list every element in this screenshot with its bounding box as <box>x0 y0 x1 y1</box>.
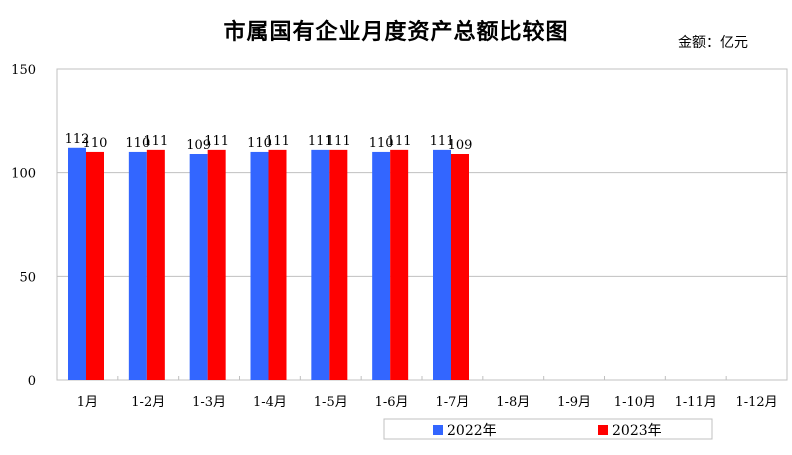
bar-2022 <box>128 151 147 380</box>
bar-2022 <box>68 147 86 380</box>
bar-2022 <box>189 154 208 380</box>
data-label: 110 <box>369 136 394 151</box>
bar-2022 <box>372 151 391 380</box>
data-label: 110 <box>247 136 272 151</box>
data-label: 111 <box>265 134 290 149</box>
data-label: 109 <box>186 138 211 153</box>
data-label: 111 <box>143 134 168 149</box>
x-tick-label: 1-10月 <box>614 395 656 410</box>
data-label: 110 <box>125 136 150 151</box>
x-tick-label: 1-8月 <box>496 395 530 410</box>
bar-2022 <box>311 149 330 380</box>
legend-swatch <box>598 425 608 435</box>
x-tick-label: 1-5月 <box>314 395 348 410</box>
bar-2023 <box>451 154 469 380</box>
y-tick-label: 150 <box>11 63 36 78</box>
bar-2023 <box>390 149 409 380</box>
x-tick-label: 1-2月 <box>131 395 165 410</box>
data-label: 111 <box>308 134 333 149</box>
bar-2023 <box>268 149 287 380</box>
bar-2023 <box>329 149 348 380</box>
data-label: 111 <box>387 134 412 149</box>
bar-2022 <box>433 149 451 380</box>
data-label: 109 <box>448 138 473 153</box>
y-tick-label: 0 <box>28 374 36 389</box>
data-label: 111 <box>430 134 455 149</box>
y-tick-label: 100 <box>11 167 36 182</box>
legend-label: 2022年 <box>447 423 497 439</box>
plot-area <box>56 68 788 381</box>
x-tick-label: 1-7月 <box>435 395 469 410</box>
legend-box <box>383 418 713 440</box>
x-tick-label: 1-4月 <box>253 395 287 410</box>
bar-2023 <box>146 149 165 380</box>
y-tick-label: 50 <box>19 270 36 285</box>
bar-2023 <box>207 149 226 380</box>
unit-label: 金额：亿元 <box>678 35 748 51</box>
data-label: 112 <box>65 132 90 147</box>
x-tick-label: 1-11月 <box>675 395 717 410</box>
bar-2023 <box>86 151 104 380</box>
x-tick-label: 1-6月 <box>375 395 409 410</box>
bar-2022 <box>250 151 269 380</box>
legend-label: 2023年 <box>612 423 662 439</box>
chart-title: 市属国有企业月度资产总额比较图 <box>223 20 569 45</box>
legend-swatch <box>433 425 443 435</box>
x-tick-label: 1-12月 <box>735 395 777 410</box>
data-label: 111 <box>204 134 229 149</box>
x-tick-label: 1-3月 <box>192 395 226 410</box>
data-label: 110 <box>83 136 108 151</box>
x-tick-label: 1月 <box>77 395 98 410</box>
data-label: 111 <box>326 134 351 149</box>
x-tick-label: 1-9月 <box>557 395 591 410</box>
